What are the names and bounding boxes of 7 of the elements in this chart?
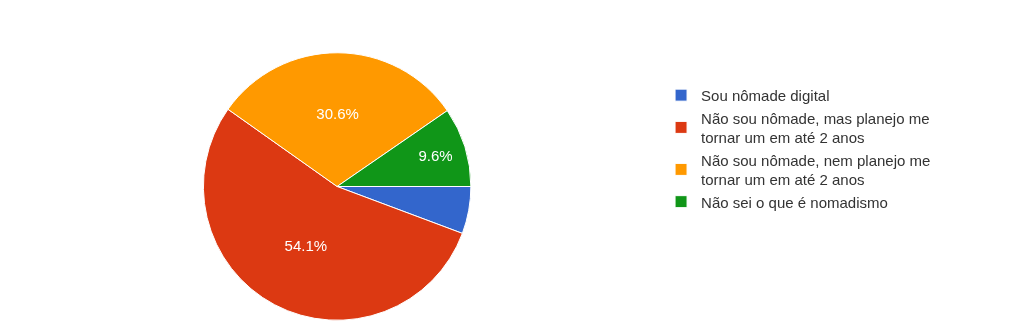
legend-label: Não sei o que é nomadismo (701, 193, 888, 211)
data-label: 54.1% (284, 237, 328, 255)
legend-label: Não sou nômade, nem planejo me tornar um em até 2 anos (701, 151, 931, 188)
data-label: 30.6% (316, 104, 359, 122)
data-label: 9.6% (418, 147, 453, 165)
legend-label: Sou nômade digital (701, 87, 830, 104)
legend-label: Não sou nômade, mas planejo me tornar um em até 2 anos (701, 109, 930, 146)
